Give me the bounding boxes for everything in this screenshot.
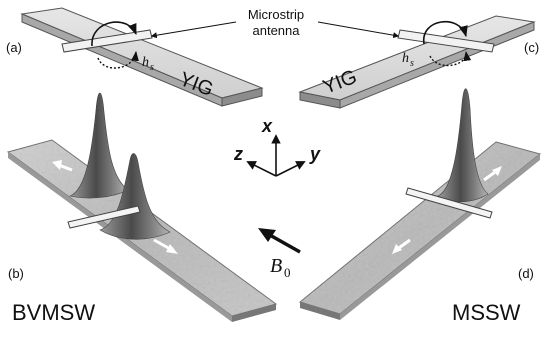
panel-c-label: (c) [524,40,539,55]
h-left-label: h [142,55,149,70]
field-label: B [270,255,282,277]
panel-a-label: (a) [6,40,22,55]
mode-left-label: BVMSW [12,300,95,325]
mssw-peak [437,88,489,203]
bvmsw-peak-2 [99,153,171,240]
panel-d-film [298,88,542,320]
antenna-pointer-left [150,21,237,39]
mode-right-label: MSSW [452,300,521,325]
coordinate-axes [246,134,306,177]
axis-y-label: y [309,144,321,164]
h-left-subscript: s [150,62,154,73]
field-arrow [258,228,301,254]
antenna-label-line2: antenna [253,23,301,38]
bvmsw-peak-1 [68,92,129,199]
axis-x-label: x [261,116,273,136]
antenna-label-line1: Microstrip [248,7,304,22]
panel-b-film [6,92,278,322]
panel-d-label: (d) [518,266,534,281]
panel-a-slab [20,7,264,107]
h-right-subscript: s [410,58,414,69]
field-subscript: 0 [284,265,291,280]
panel-b-label: (b) [8,266,24,281]
axis-z-label: z [233,144,243,164]
antenna-pointer-right [317,21,400,39]
panel-c-slab [298,15,536,109]
h-right-label: h [402,51,409,66]
